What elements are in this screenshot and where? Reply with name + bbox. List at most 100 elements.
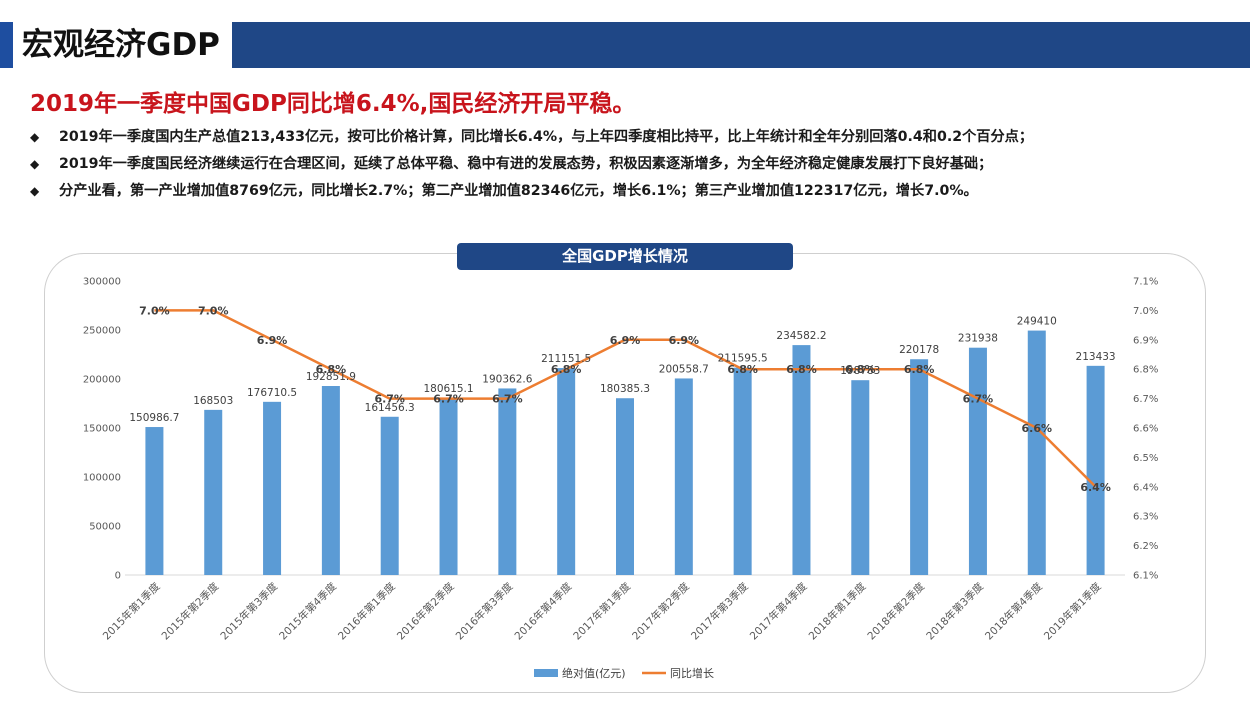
bar-value-label: 168503 — [193, 395, 233, 407]
growth-value-label: 6.7% — [433, 393, 464, 406]
gdp-bar — [557, 368, 576, 575]
bar-value-label: 220178 — [899, 344, 939, 356]
category-label: 2016年第3季度 — [453, 580, 516, 643]
y-right-tick-label: 7.1% — [1133, 277, 1158, 288]
growth-value-label: 7.0% — [198, 304, 229, 317]
bar-value-label: 192851.9 — [306, 371, 356, 383]
gdp-bar — [851, 380, 870, 575]
category-label: 2018年第4季度 — [982, 580, 1045, 643]
growth-value-label: 6.8% — [786, 363, 817, 376]
y-left-tick-label: 250000 — [83, 326, 121, 337]
growth-value-label: 6.8% — [904, 363, 935, 376]
category-label: 2016年第1季度 — [335, 580, 398, 643]
gdp-bar — [439, 397, 458, 575]
gdp-bar — [321, 386, 340, 575]
y-left-tick-label: 300000 — [83, 277, 121, 288]
gdp-bar — [968, 347, 987, 575]
bar-value-label: 176710.5 — [247, 387, 297, 399]
y-right-tick-label: 6.5% — [1133, 453, 1158, 464]
y-right-tick-label: 6.7% — [1133, 394, 1158, 405]
category-label: 2017年第2季度 — [629, 580, 692, 643]
bar-value-label: 249410 — [1017, 316, 1057, 328]
diamond-bullet-icon: ◆ — [30, 184, 40, 198]
y-right-tick-label: 6.9% — [1133, 335, 1158, 346]
category-label: 2018年第3季度 — [924, 580, 987, 643]
category-label: 2015年第1季度 — [100, 580, 163, 643]
bar-value-label: 211151.5 — [541, 353, 591, 365]
bar-value-label: 200558.7 — [659, 363, 709, 375]
category-label: 2016年第4季度 — [512, 580, 575, 643]
gdp-bar — [204, 409, 223, 575]
growth-value-label: 6.7% — [963, 393, 994, 406]
gdp-bar — [674, 378, 693, 575]
growth-value-label: 6.7% — [492, 393, 523, 406]
page-title: 宏观经济GDP — [22, 27, 220, 63]
growth-value-label: 6.4% — [1080, 481, 1111, 494]
category-label: 2019年第1季度 — [1041, 580, 1104, 643]
y-right-tick-label: 6.6% — [1133, 424, 1158, 435]
gdp-bar — [1086, 365, 1105, 575]
growth-value-label: 7.0% — [139, 304, 170, 317]
growth-value-label: 6.9% — [610, 334, 641, 347]
y-left-tick-label: 50000 — [89, 522, 121, 533]
growth-value-label: 6.9% — [257, 334, 288, 347]
y-right-tick-label: 6.3% — [1133, 512, 1158, 523]
category-label: 2016年第2季度 — [394, 580, 457, 643]
legend-bar-swatch — [534, 669, 558, 677]
gdp-bar — [1027, 330, 1046, 575]
chart-title: 全国GDP增长情况 — [457, 243, 793, 270]
gdp-bar — [498, 388, 517, 575]
gdp-bar — [616, 398, 634, 575]
bullet-text: 分产业看，第一产业增加值8769亿元，同比增长2.7%；第二产业增加值82346… — [59, 183, 978, 199]
gdp-bar — [263, 401, 282, 575]
y-right-tick-label: 6.1% — [1133, 571, 1158, 582]
y-left-tick-label: 0 — [115, 571, 121, 582]
bar-value-label: 231938 — [958, 333, 998, 345]
gdp-bar — [910, 359, 929, 575]
growth-value-label: 6.8% — [845, 363, 876, 376]
y-left-tick-label: 150000 — [83, 424, 121, 435]
gdp-bar — [380, 416, 399, 575]
headline: 2019年一季度中国GDP同比增6.4%,国民经济开局平稳。 — [30, 91, 636, 117]
growth-line — [154, 309, 1097, 488]
bar-value-label: 190362.6 — [482, 373, 532, 385]
bullet-text: 2019年一季度国民经济继续运行在合理区间，延续了总体平稳、稳中有进的发展态势，… — [59, 156, 993, 172]
bar-value-label: 150986.7 — [129, 412, 179, 424]
y-right-tick-label: 6.8% — [1133, 365, 1158, 376]
y-left-tick-label: 200000 — [83, 375, 121, 386]
bar-value-label: 213433 — [1076, 351, 1116, 363]
category-label: 2015年第4季度 — [276, 580, 339, 643]
gdp-bar — [792, 345, 811, 575]
y-right-tick-label: 7.0% — [1133, 306, 1158, 317]
growth-value-label: 6.8% — [551, 363, 582, 376]
gdp-bar — [145, 427, 164, 575]
bar-value-label: 161456.3 — [365, 402, 415, 414]
title-accent-bar — [0, 22, 13, 68]
bar-value-label: 234582.2 — [776, 330, 826, 342]
gdp-bar — [733, 367, 752, 575]
category-label: 2017年第3季度 — [688, 580, 751, 643]
growth-value-label: 6.7% — [374, 393, 405, 406]
diamond-bullet-icon: ◆ — [30, 157, 40, 171]
growth-value-label: 6.8% — [316, 363, 347, 376]
category-label: 2015年第2季度 — [159, 580, 222, 643]
category-label: 2017年第4季度 — [747, 580, 810, 643]
category-label: 2018年第2季度 — [865, 580, 928, 643]
bar-value-label: 211595.5 — [718, 353, 768, 365]
growth-value-label: 6.9% — [669, 334, 700, 347]
bar-value-label: 180385.3 — [600, 383, 650, 395]
legend-bar-label: 绝对值(亿元) — [562, 666, 626, 680]
growth-value-label: 6.8% — [727, 363, 758, 376]
y-right-tick-label: 6.4% — [1133, 482, 1158, 493]
growth-value-label: 6.6% — [1022, 422, 1053, 435]
category-label: 2015年第3季度 — [218, 580, 281, 643]
diamond-bullet-icon: ◆ — [30, 130, 40, 144]
category-label: 2017年第1季度 — [571, 580, 634, 643]
y-left-tick-label: 100000 — [83, 473, 121, 484]
bar-value-label: 180615.1 — [423, 383, 473, 395]
bullet-text: 2019年一季度国内生产总值213,433亿元，按可比价格计算，同比增长6.4%… — [59, 129, 1034, 145]
category-label: 2018年第1季度 — [806, 580, 869, 643]
y-right-tick-label: 6.2% — [1133, 541, 1158, 552]
bar-value-label: 198783 — [840, 365, 880, 377]
